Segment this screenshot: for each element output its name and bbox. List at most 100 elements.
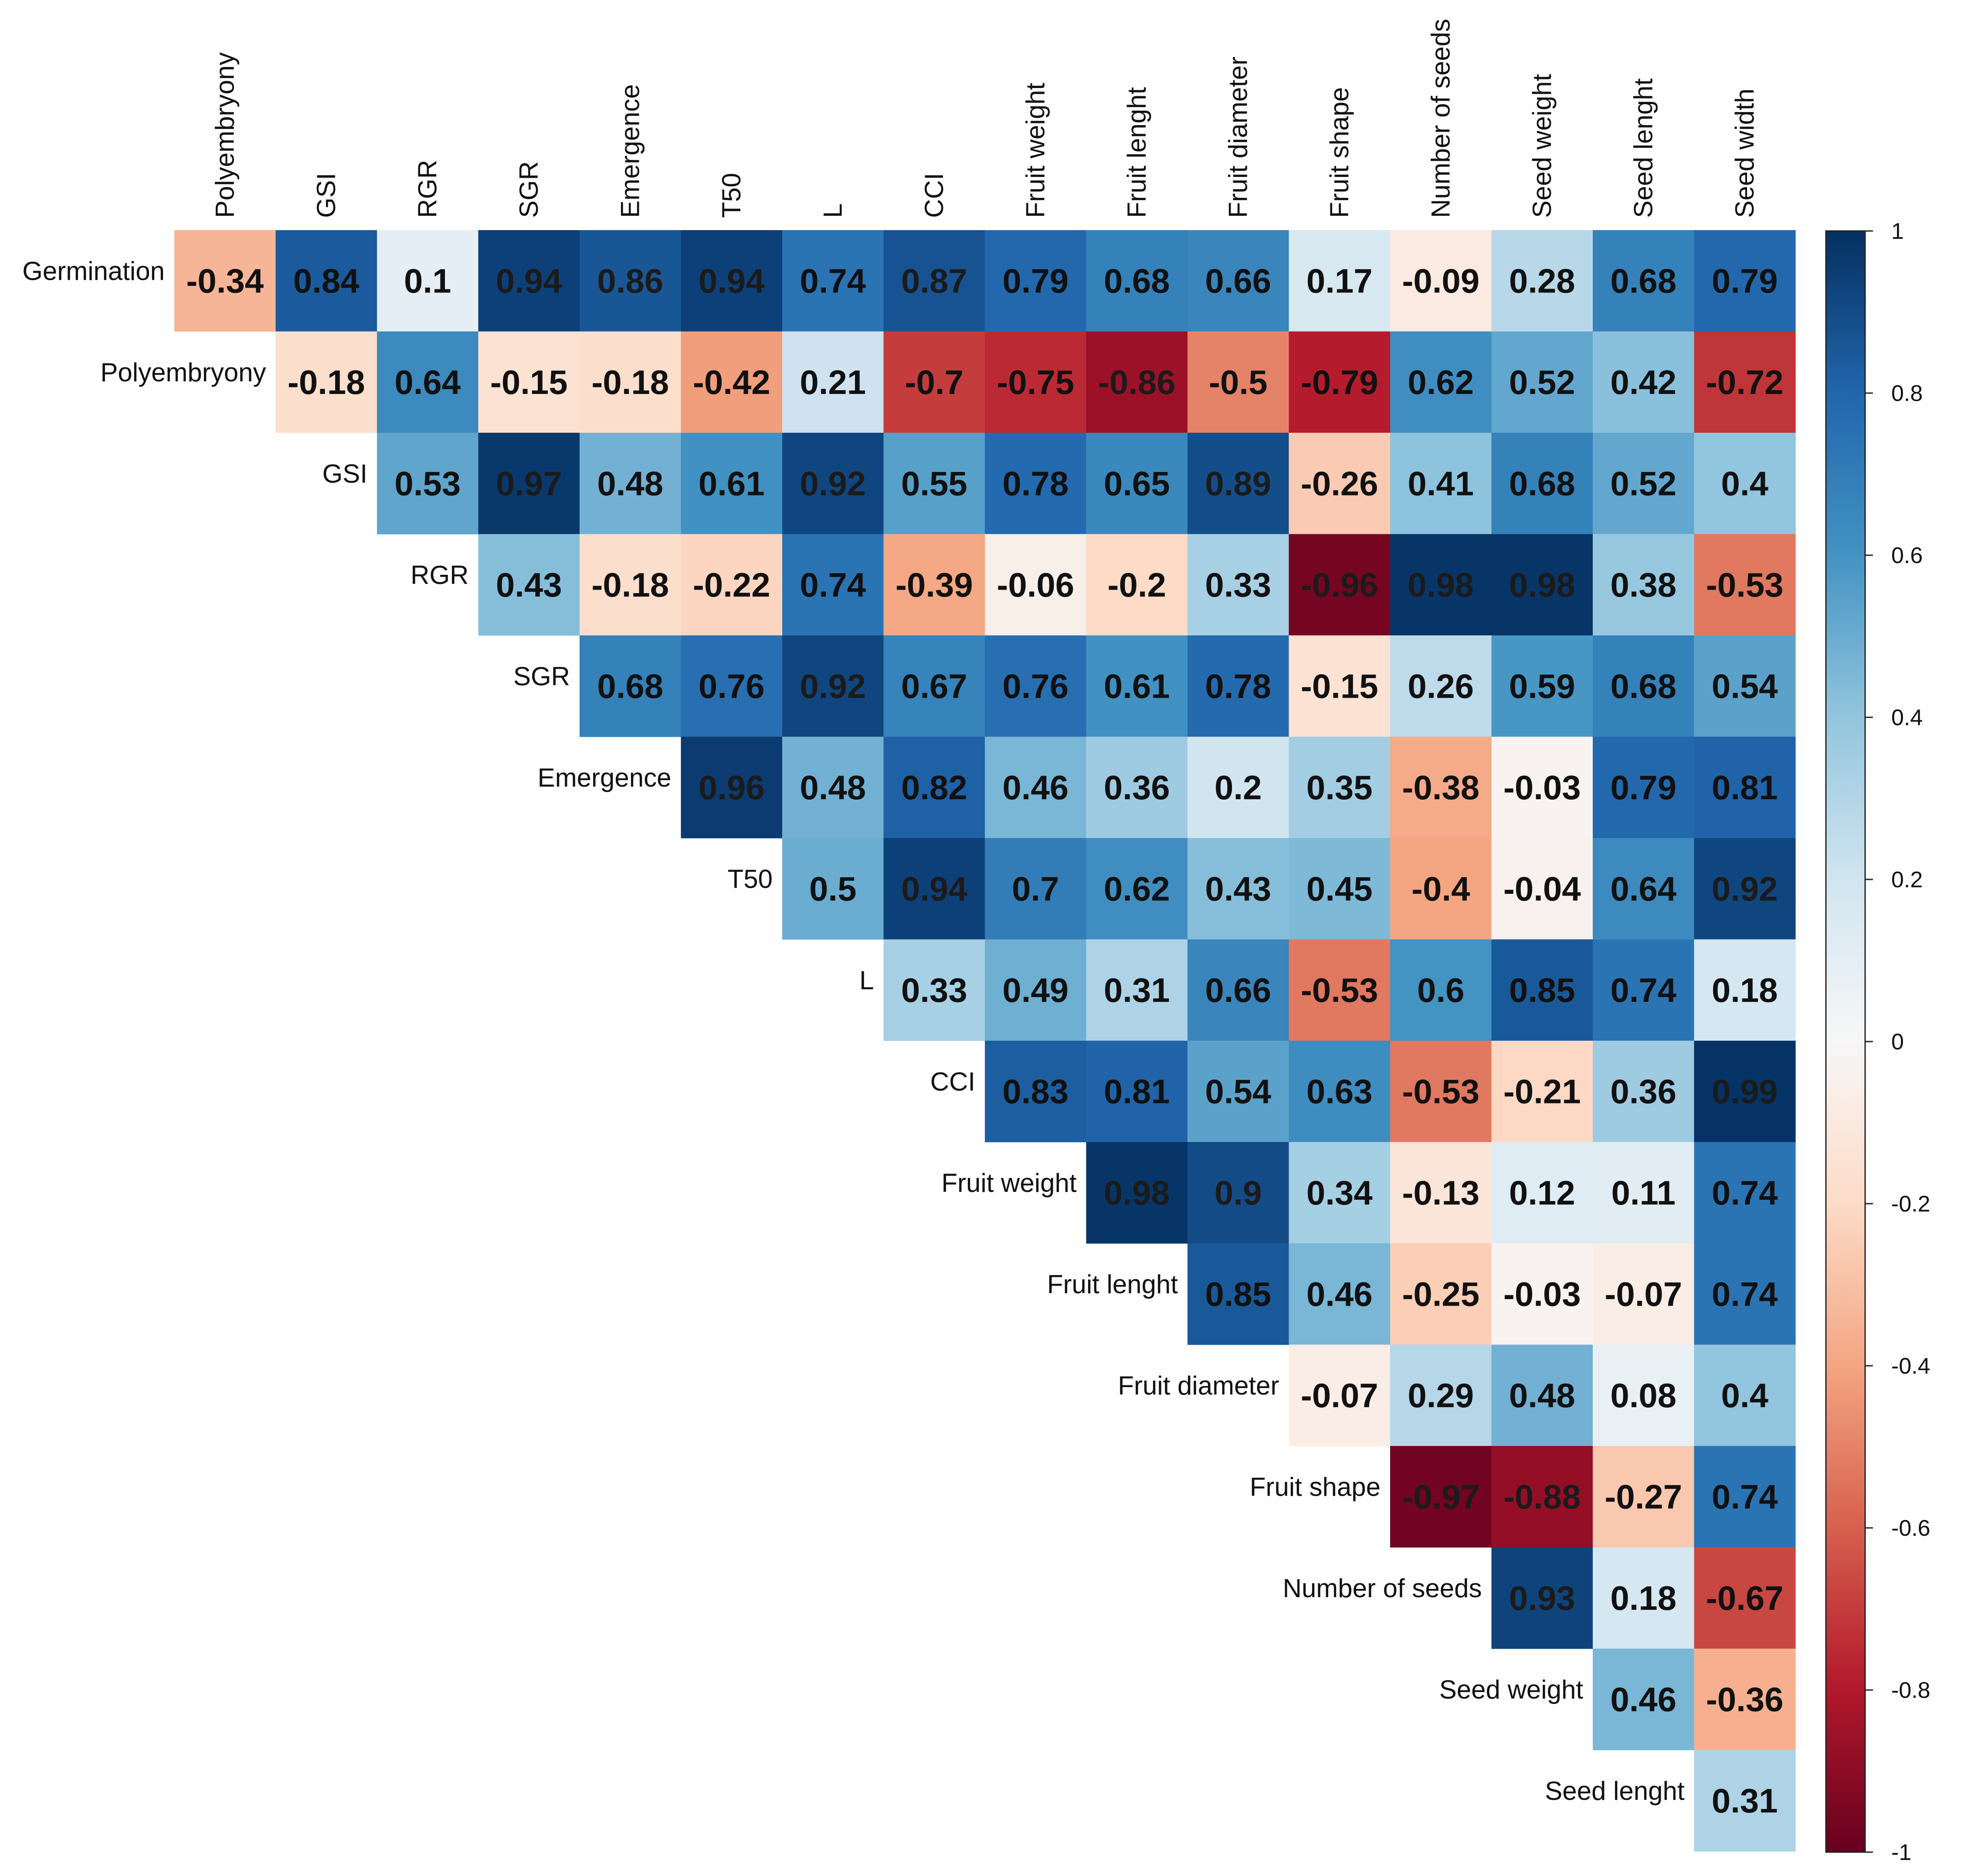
heatmap-cell: [782, 736, 884, 838]
colorbar-tick-label: -0.8: [1891, 1678, 1930, 1703]
row-label: Fruit shape: [1250, 1472, 1381, 1501]
heatmap-cell: [883, 534, 985, 636]
cell-value-label: 0.38: [1610, 566, 1676, 604]
colorbar-tick-label: 0.4: [1891, 705, 1923, 730]
heatmap-cell: [1289, 939, 1391, 1041]
heatmap-cell: [1086, 230, 1188, 332]
cell-value-label: 0.98: [1408, 566, 1474, 604]
cell-value-label: 0.76: [1002, 667, 1069, 705]
heatmap-cell: [1086, 331, 1188, 433]
heatmap-cell: [1593, 230, 1695, 332]
colorbar-tick-label: 0: [1891, 1029, 1904, 1055]
row-label: Fruit weight: [941, 1168, 1076, 1198]
cell-value-label: -0.09: [1402, 261, 1479, 300]
column-label: Emergence: [615, 84, 645, 218]
row-label: CCI: [930, 1067, 975, 1096]
cell-value-label: 0.33: [1205, 566, 1271, 604]
heatmap-cell: [1694, 1243, 1796, 1345]
cell-value-label: 0.34: [1306, 1174, 1373, 1212]
heatmap-cell: [1694, 736, 1796, 838]
row-label: Fruit lenght: [1047, 1269, 1178, 1299]
cell-value-label: 0.18: [1712, 971, 1778, 1009]
cell-value-label: -0.38: [1402, 768, 1479, 807]
heatmap-cell: [1086, 534, 1188, 636]
cell-value-label: -0.53: [1706, 566, 1784, 604]
cell-value-label: -0.18: [591, 566, 669, 604]
heatmap-cell: [1593, 1649, 1695, 1751]
cell-value-label: 0.41: [1408, 464, 1474, 502]
cell-value-label: 0.68: [1104, 261, 1170, 300]
heatmap-cell: [1187, 1243, 1289, 1345]
cell-value-label: 0.52: [1509, 363, 1575, 401]
cell-value-label: -0.67: [1706, 1579, 1784, 1617]
cell-value-label: 0.61: [1104, 667, 1170, 705]
column-label: T50: [717, 173, 746, 218]
heatmap-cell: [1390, 1344, 1492, 1446]
colorbar-tick-label: 0.8: [1891, 381, 1923, 406]
cell-value-label: 0.78: [1002, 464, 1069, 502]
heatmap-cell: [1491, 1243, 1593, 1345]
cell-value-label: 0.78: [1205, 667, 1271, 705]
cell-value-label: 0.68: [1610, 667, 1676, 705]
cell-value-label: -0.13: [1402, 1174, 1479, 1212]
cell-value-label: -0.15: [490, 363, 568, 401]
heatmap-cell: [1187, 939, 1289, 1041]
heatmap-cell: [1187, 331, 1289, 433]
cell-value-label: 0.46: [1002, 768, 1069, 807]
heatmap-cell: [1187, 635, 1289, 737]
heatmap-cell: [1289, 838, 1391, 940]
column-labels: Polyembryony GSI RGR SGR Emergence T50 L CCI Fru…: [210, 19, 1759, 218]
heatmap-cell: [1289, 331, 1391, 433]
cell-value-label: 0.79: [1002, 261, 1069, 300]
heatmap-cell: [1491, 736, 1593, 838]
heatmap-cell: [1593, 939, 1695, 1041]
cell-value-label: 0.46: [1610, 1680, 1676, 1718]
heatmap-cell: [1187, 1142, 1289, 1244]
column-label: RGR: [413, 160, 442, 218]
heatmap-cell: [1390, 838, 1492, 940]
cell-value-label: -0.18: [591, 363, 669, 401]
heatmap-cell: [1694, 1142, 1796, 1244]
cell-value-label: -0.22: [693, 566, 770, 604]
heatmap-cell: [1491, 331, 1593, 433]
heatmap-cell: [580, 230, 682, 332]
row-label: Polyembryony: [100, 358, 266, 387]
heatmap-cell: [377, 331, 479, 433]
column-label: GSI: [312, 173, 341, 218]
cell-value-label: 0.65: [1104, 464, 1170, 502]
heatmap-cell: [985, 736, 1087, 838]
cell-value-label: -0.4: [1411, 869, 1470, 908]
cell-value-label: 0.18: [1610, 1579, 1676, 1617]
heatmap-cell: [1491, 635, 1593, 737]
cell-value-label: 0.36: [1104, 768, 1170, 807]
heatmap-cell: [1593, 1142, 1695, 1244]
cell-value-label: 0.64: [1610, 869, 1676, 908]
cell-value-label: 0.49: [1002, 971, 1069, 1009]
colorbar-tick-label: 0.6: [1891, 543, 1923, 568]
cell-value-label: 0.46: [1306, 1275, 1373, 1313]
cell-value-label: 0.74: [800, 261, 866, 300]
cell-value-label: 0.53: [394, 464, 461, 502]
cell-value-label: -0.27: [1605, 1477, 1682, 1516]
cell-value-label: -0.06: [997, 566, 1074, 604]
cell-value-label: 0.74: [800, 566, 866, 604]
cell-value-label: -0.86: [1098, 363, 1176, 401]
heatmap-cell: [1390, 1446, 1492, 1548]
cell-value-label: -0.97: [1402, 1477, 1479, 1516]
cell-value-label: 0.4: [1721, 464, 1768, 502]
heatmap-cell: [580, 635, 682, 737]
cell-value-label: 0.99: [1712, 1072, 1778, 1110]
cell-value-label: 0.31: [1104, 971, 1170, 1009]
cell-value-label: 0.92: [800, 464, 866, 502]
heatmap-cell: [681, 230, 783, 332]
row-label: Germination: [22, 256, 165, 285]
heatmap-cell: [985, 1041, 1087, 1143]
cell-value-label: -0.03: [1503, 768, 1581, 807]
heatmap-cell: [1491, 433, 1593, 535]
heatmap-cell: [1593, 1446, 1695, 1548]
heatmap-cell: [1491, 1142, 1593, 1244]
heatmap-cell: [1086, 838, 1188, 940]
cell-value-label: 0.96: [699, 768, 765, 807]
cell-value-label: 0.66: [1205, 261, 1271, 300]
